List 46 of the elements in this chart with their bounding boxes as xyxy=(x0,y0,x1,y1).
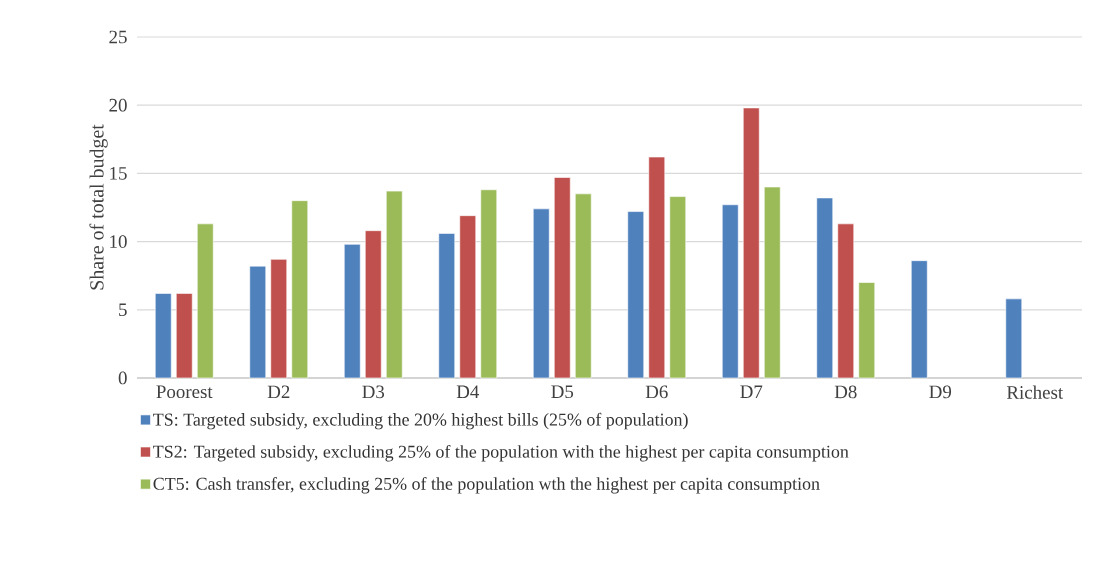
bar xyxy=(532,208,550,379)
y-tick-label: 25 xyxy=(109,30,127,44)
x-tick-label: Poorest xyxy=(156,385,213,399)
bar xyxy=(459,215,477,379)
bar xyxy=(1005,298,1023,379)
bar xyxy=(553,177,571,379)
bar xyxy=(343,244,361,379)
bar xyxy=(175,293,193,379)
bar xyxy=(480,189,498,379)
bar xyxy=(858,282,876,379)
bar xyxy=(669,196,687,379)
bar xyxy=(627,211,645,379)
bar xyxy=(364,230,382,379)
bar xyxy=(816,197,834,379)
x-tick-label: D4 xyxy=(456,385,480,398)
y-tick-label: 5 xyxy=(119,303,127,317)
bar xyxy=(837,223,855,379)
y-tick-label: 20 xyxy=(109,98,127,112)
y-tick-label: 0 xyxy=(118,371,127,385)
x-tick-label: D2 xyxy=(267,385,290,399)
x-tick-label: D8 xyxy=(834,385,857,399)
legend-label: TS2: Targeted subsidy, excluding 25% of the population with the highest per capita consumption xyxy=(153,444,849,462)
bar xyxy=(154,293,172,379)
x-tick-label: D5 xyxy=(551,385,574,399)
x-tick-label: D6 xyxy=(645,385,668,399)
bar xyxy=(249,265,267,379)
bar xyxy=(196,223,214,379)
x-tick-label: D3 xyxy=(362,385,385,399)
x-tick-label: Richest xyxy=(1006,385,1064,399)
bar xyxy=(574,193,592,379)
x-tick-label: D9 xyxy=(929,385,952,399)
y-axis-title: Share of total budget xyxy=(89,124,108,290)
x-tick-label: D7 xyxy=(740,385,763,398)
bar xyxy=(438,233,456,379)
bar xyxy=(910,260,928,379)
bar xyxy=(270,259,288,379)
bar xyxy=(291,200,309,379)
bar xyxy=(385,190,403,379)
bar xyxy=(763,186,781,379)
bar xyxy=(742,107,760,379)
y-tick-label: 15 xyxy=(110,167,127,180)
bar xyxy=(648,156,666,379)
bar xyxy=(721,204,739,379)
legend-label: CT5: Cash transfer, excluding 25% of the population wth the highest per capita consumption xyxy=(153,477,820,494)
legend-label: TS: Targeted subsidy, excluding the 20% highest bills (25% of population) xyxy=(153,412,688,430)
y-tick-label: 10 xyxy=(110,235,127,248)
